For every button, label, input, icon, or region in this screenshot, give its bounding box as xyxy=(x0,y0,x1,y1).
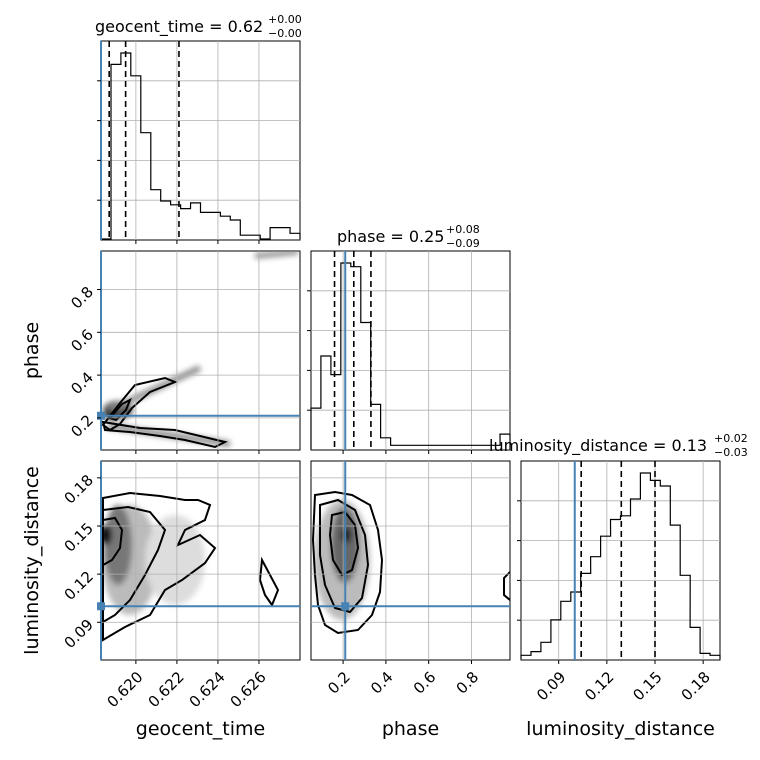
tick-label-y: 0.6 xyxy=(67,326,97,356)
truth-marker xyxy=(97,411,105,420)
svg-text:phase = 0.25: phase = 0.25 xyxy=(337,227,444,246)
grid-lines xyxy=(101,41,720,660)
axis-labels: geocent_time phase luminosity_distancephas… xyxy=(21,322,715,740)
density-distance-vs-phase xyxy=(314,500,370,620)
x-axis-label-geocent_time: geocent_time xyxy=(136,718,265,740)
svg-text:+0.00: +0.00 xyxy=(268,13,302,26)
contours-distance-vs-phase xyxy=(311,490,510,635)
svg-text:−0.00: −0.00 xyxy=(268,27,302,40)
x-axis-label-luminosity_distance: luminosity_distance xyxy=(526,718,715,740)
tick-label-x: 0.12 xyxy=(581,668,617,704)
tick-label-x: 0.8 xyxy=(453,668,483,698)
tick-label-y: 0.09 xyxy=(61,616,97,652)
tick-label-y: 0.4 xyxy=(67,368,97,398)
tick-label-x: 0.18 xyxy=(678,668,714,704)
tick-label-y: 0.15 xyxy=(61,519,97,555)
svg-text:−0.09: −0.09 xyxy=(446,237,480,250)
tick-label-y: 0.18 xyxy=(61,471,97,507)
tick-label-x: 0.620 xyxy=(104,668,147,711)
histogram-luminosity_distance xyxy=(520,472,721,659)
svg-text:−0.03: −0.03 xyxy=(714,446,748,459)
tick-label-x: 0.622 xyxy=(145,668,188,711)
tick-label-x: 0.2 xyxy=(324,668,354,698)
panel-2d-phase-vs-geocent-time xyxy=(100,250,301,451)
tick-label-x: 0.4 xyxy=(367,668,397,698)
svg-text:luminosity_distance = 0.13: luminosity_distance = 0.13 xyxy=(489,436,707,456)
contours-distance-vs-geocent-time xyxy=(102,491,280,642)
panel-hist-luminosity-distance xyxy=(520,460,721,661)
svg-text:+0.02: +0.02 xyxy=(714,432,748,445)
y-axis-label-phase: phase xyxy=(21,322,43,379)
panel-hist-phase xyxy=(310,250,511,451)
tick-label-x: 0.6 xyxy=(410,668,440,698)
panel-2d-distance-vs-phase xyxy=(310,460,511,661)
contours-phase-vs-geocent-time xyxy=(101,376,228,449)
tick-label-y: 0.8 xyxy=(67,283,97,313)
title-phase: phase = 0.25 +0.08 −0.09 xyxy=(337,223,480,250)
tick-label-y: 0.12 xyxy=(61,567,97,603)
tick-label-y: 0.2 xyxy=(67,411,97,441)
histogram-geocent_time xyxy=(101,52,301,240)
tick-label-x: 0.624 xyxy=(186,668,229,711)
title-geocent-time: geocent_time = 0.62 +0.00 −0.00 xyxy=(95,13,302,40)
tick-label-x: 0.15 xyxy=(629,668,665,704)
truth-marker xyxy=(341,602,350,611)
y-axis-label-luminosity_distance: luminosity_distance xyxy=(21,466,43,655)
title-luminosity-distance: luminosity_distance = 0.13 +0.02 −0.03 xyxy=(489,432,748,459)
histogram-phase xyxy=(310,262,511,449)
x-axis-label-phase: phase xyxy=(382,718,439,740)
svg-text:+0.08: +0.08 xyxy=(446,223,480,236)
tick-label-x: 0.626 xyxy=(227,668,270,711)
svg-text:geocent_time = 0.62: geocent_time = 0.62 xyxy=(95,17,263,37)
tick-label-x: 0.09 xyxy=(533,668,569,704)
truth-marker xyxy=(97,602,105,611)
